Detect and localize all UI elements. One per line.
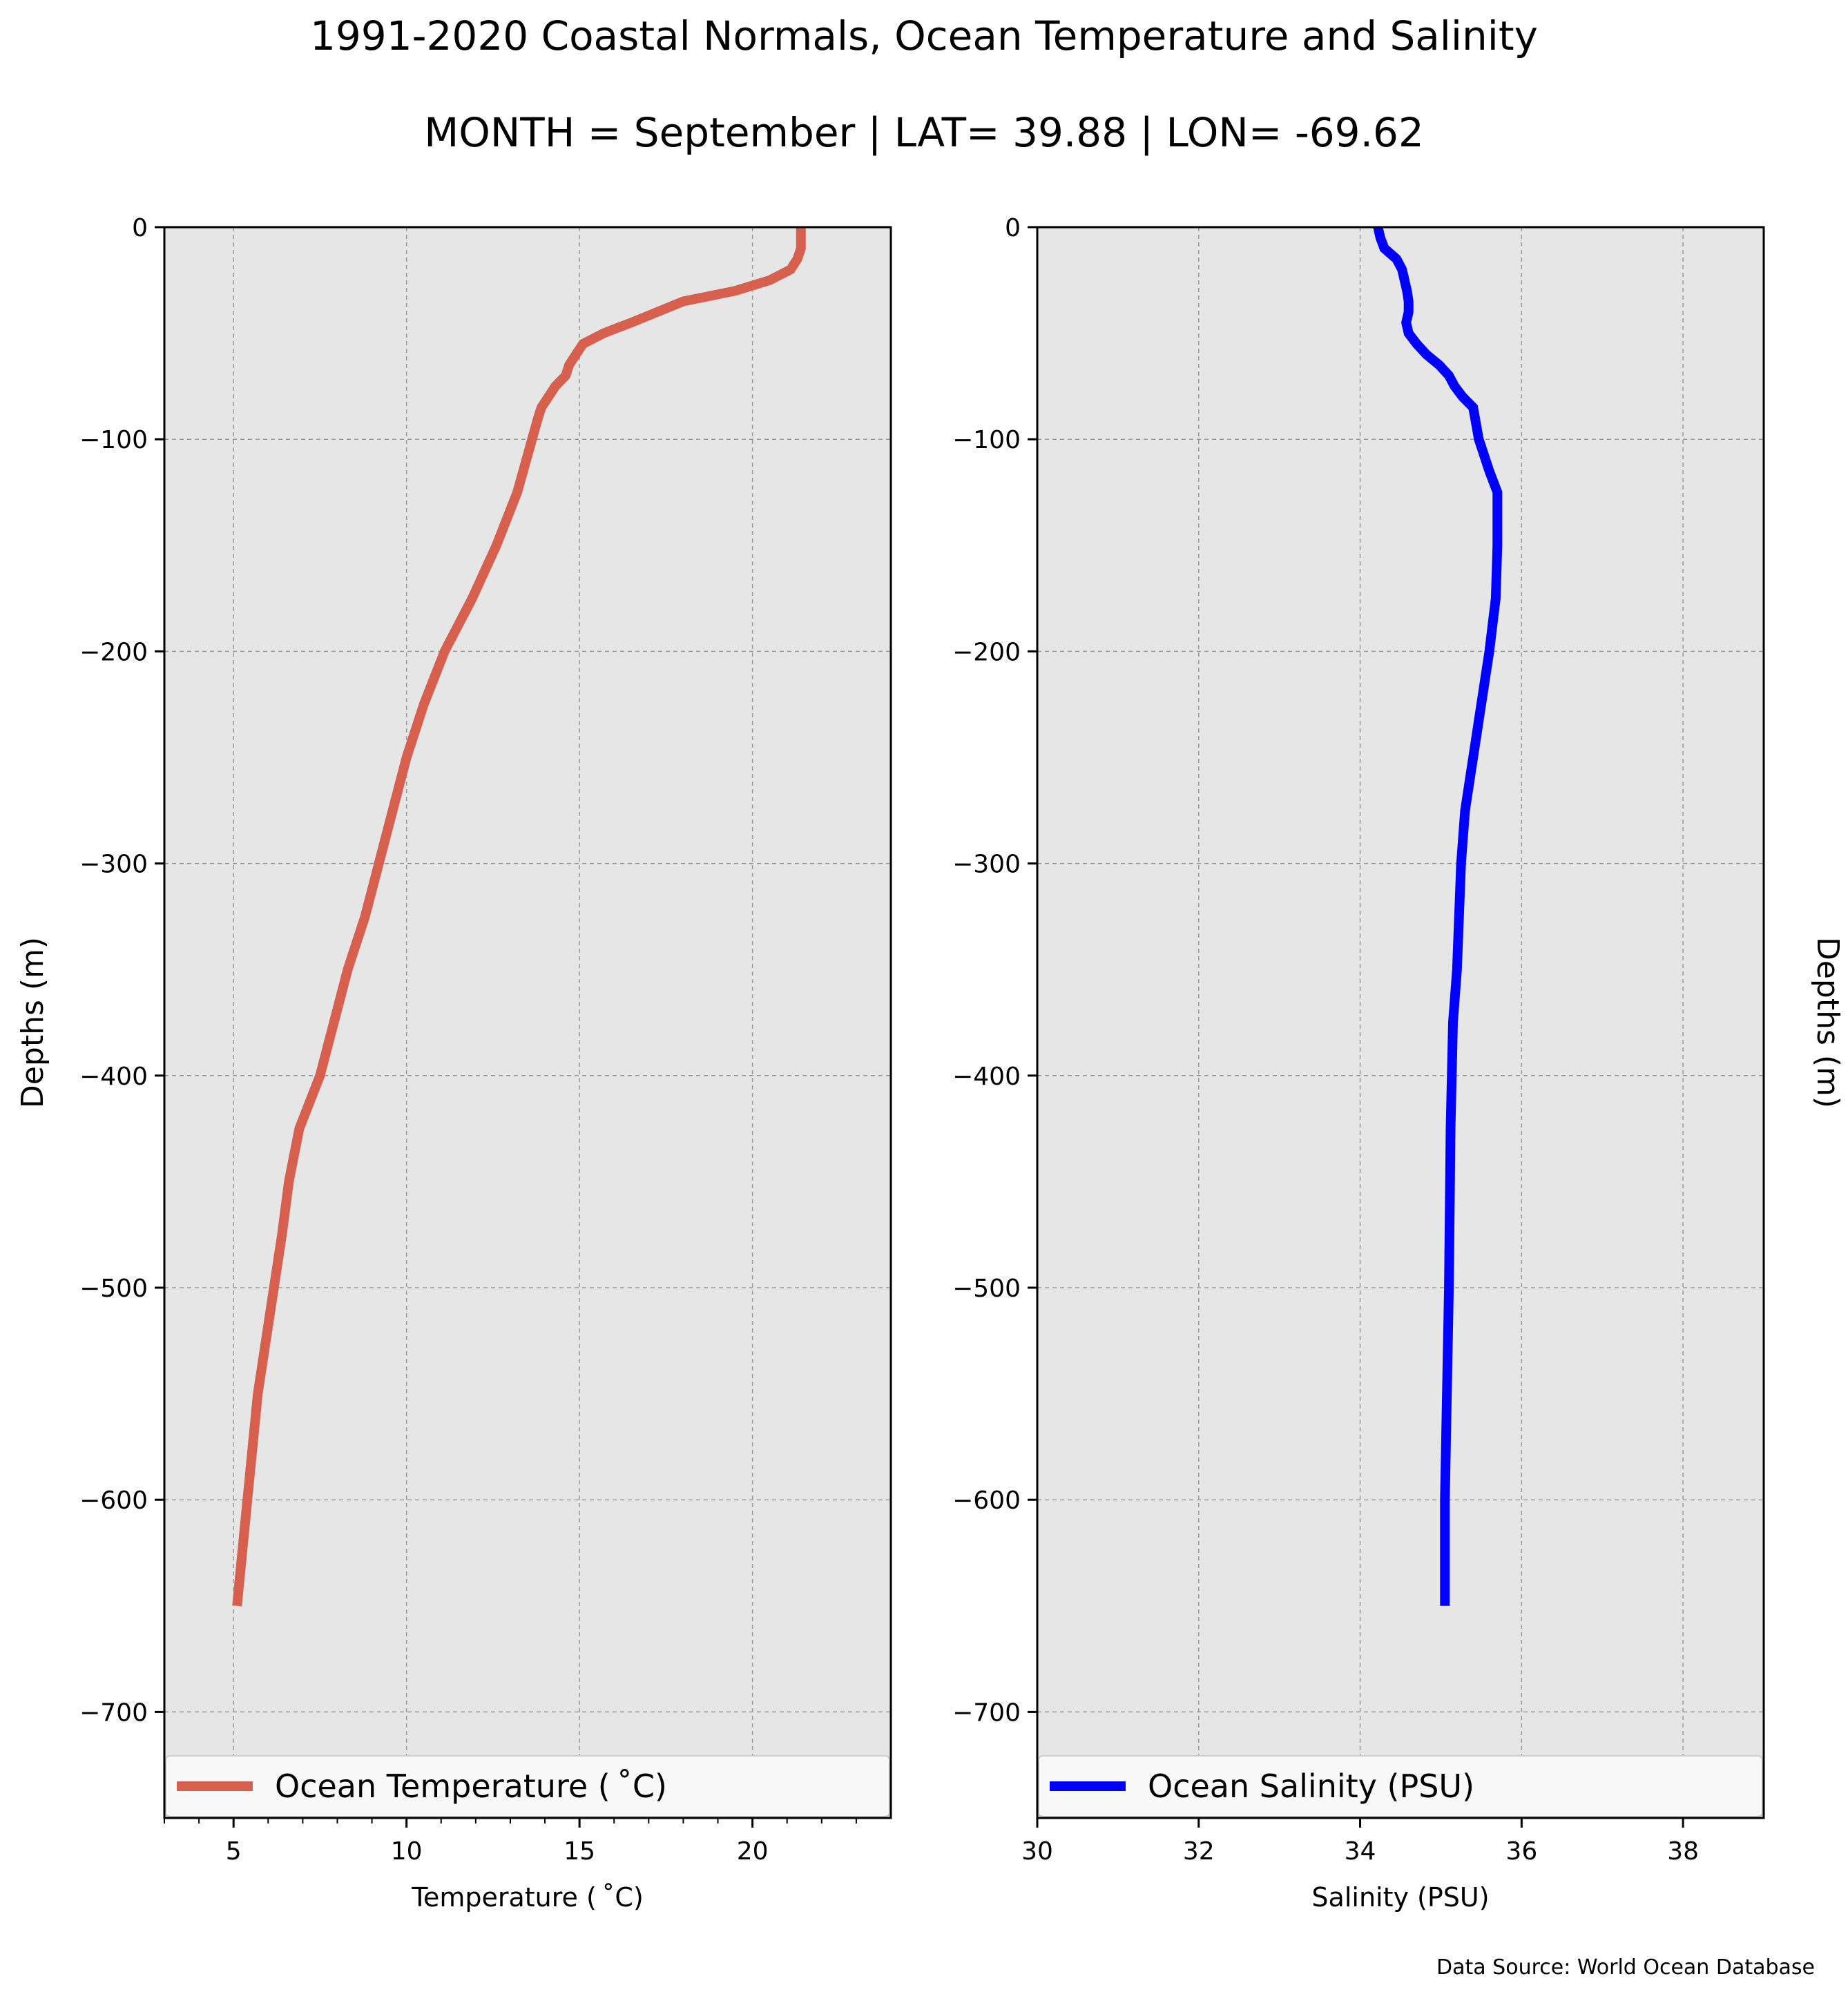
x-tick-label: 38 [1667,1837,1699,1866]
y-tick-label: −600 [952,1487,1021,1515]
legend-box [1038,1755,1763,1817]
y-axis-label: Depths (m) [1810,937,1845,1108]
y-tick-label: 0 [1005,214,1021,242]
y-tick-label: −100 [79,426,148,454]
series-line [1373,226,1503,1606]
x-tick-label: 34 [1345,1837,1376,1866]
y-tick-label: −400 [952,1063,1021,1091]
plot-area [1037,227,1764,1818]
plot-area [164,227,891,1818]
legend-box [165,1755,890,1817]
y-tick-label: −700 [79,1699,148,1727]
x-tick-label: 10 [391,1837,423,1866]
y-tick-label: −200 [952,638,1021,666]
y-tick-label: −500 [952,1275,1021,1303]
x-tick-label: 32 [1183,1837,1215,1866]
figure-title: 1991-2020 Coastal Normals, Ocean Tempera… [310,12,1538,59]
x-axis-label: Temperature ( ˚C) [411,1882,644,1913]
y-tick-label: −200 [79,638,148,666]
y-tick-label: −400 [79,1063,148,1091]
x-tick-label: 15 [564,1837,595,1866]
x-tick-label: 5 [226,1837,242,1866]
legend: Ocean Temperature ( ˚C) [165,1755,890,1817]
y-tick-label: −300 [79,851,148,879]
legend-label: Ocean Temperature ( ˚C) [275,1768,667,1805]
y-tick-label: −300 [952,851,1021,879]
axes-frame [163,226,892,1819]
x-tick-label: 30 [1021,1837,1053,1866]
axes-frame [1036,226,1765,1819]
figure-subtitle: MONTH = September | LAT= 39.88 | LON= -6… [424,109,1424,156]
y-tick-label: 0 [132,214,148,242]
y-tick-label: −500 [79,1275,148,1303]
legend: Ocean Salinity (PSU) [1038,1755,1763,1817]
x-tick-label: 20 [737,1837,769,1866]
series-line [232,227,806,1607]
chart-panel-temperature: Ocean Temperature ( ˚C) 0 −100 −200 −300 −400… [15,214,892,1913]
chart-panel-salinity: Ocean Salinity (PSU) 0 −100 −200 −300 −400 −50… [952,214,1845,1913]
y-tick-label: −100 [952,426,1021,454]
legend-label: Ocean Salinity (PSU) [1148,1768,1474,1805]
y-tick-label: −700 [952,1699,1021,1727]
y-axis-label: Depths (m) [15,937,50,1108]
x-tick-label: 36 [1505,1837,1537,1866]
data-source-note: Data Source: World Ocean Database [1436,1955,1815,1980]
x-axis-label: Salinity (PSU) [1311,1882,1489,1913]
y-tick-label: −600 [79,1487,148,1515]
